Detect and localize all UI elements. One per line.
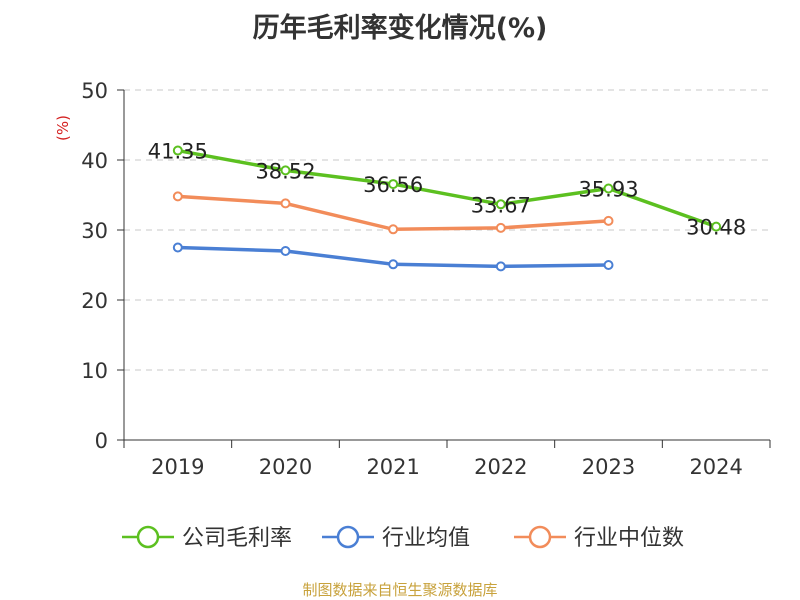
x-tick-label: 2019 [151, 455, 204, 479]
y-tick-label: 30 [81, 219, 108, 243]
data-label: 30.48 [686, 216, 746, 240]
y-tick-label: 10 [81, 359, 108, 383]
y-tick-label: 40 [81, 149, 108, 173]
source-note: 制图数据来自恒生聚源数据库 [302, 581, 498, 599]
legend-marker [336, 525, 360, 549]
y-tick-label: 0 [95, 429, 108, 453]
series-line [177, 148, 717, 229]
data-label: 35.93 [578, 177, 638, 201]
data-point [172, 145, 183, 156]
data-point [388, 259, 399, 270]
data-point [280, 246, 291, 256]
data-point [603, 215, 614, 226]
legend-marker [136, 525, 160, 549]
data-point [495, 222, 506, 233]
data-point [603, 260, 614, 270]
x-tick-label: 2023 [582, 455, 635, 479]
data-point [280, 198, 291, 209]
legend-label: 公司毛利率 [182, 526, 292, 551]
x-tick-label: 2024 [689, 455, 742, 479]
data-point [280, 165, 291, 176]
data-labels: 41.35 38.52 36.56 33.67 35.93 30.48 [148, 140, 746, 240]
chart-title: 历年毛利率变化情况(%) [252, 13, 548, 44]
y-tick-label: 20 [81, 289, 108, 313]
x-tick-label: 2020 [259, 455, 312, 479]
data-point [172, 242, 183, 253]
legend-label: 行业均值 [382, 526, 470, 551]
data-point [495, 199, 506, 210]
y-tick-label: 50 [81, 79, 108, 103]
series-lines [172, 145, 722, 272]
x-tick-label: 2022 [474, 455, 527, 479]
data-point [388, 179, 399, 190]
legend: 公司毛利率 行业均值 行业中位数 [122, 525, 684, 551]
x-tick-label: 2021 [366, 455, 419, 479]
data-point [603, 183, 614, 194]
data-point [495, 261, 506, 272]
data-label: 38.52 [255, 159, 315, 183]
data-point [172, 191, 183, 202]
data-label: 36.56 [363, 173, 423, 197]
data-label: 33.67 [471, 193, 531, 217]
data-point [711, 221, 722, 232]
axes: 0 10 20 30 40 50 2019 2020 2021 2022 2023 2024 (%) [54, 79, 771, 479]
data-point [388, 224, 399, 235]
y-axis-label: (%) [54, 115, 72, 141]
legend-marker [528, 525, 552, 549]
legend-label: 行业中位数 [574, 526, 684, 551]
data-label: 41.35 [148, 140, 208, 164]
